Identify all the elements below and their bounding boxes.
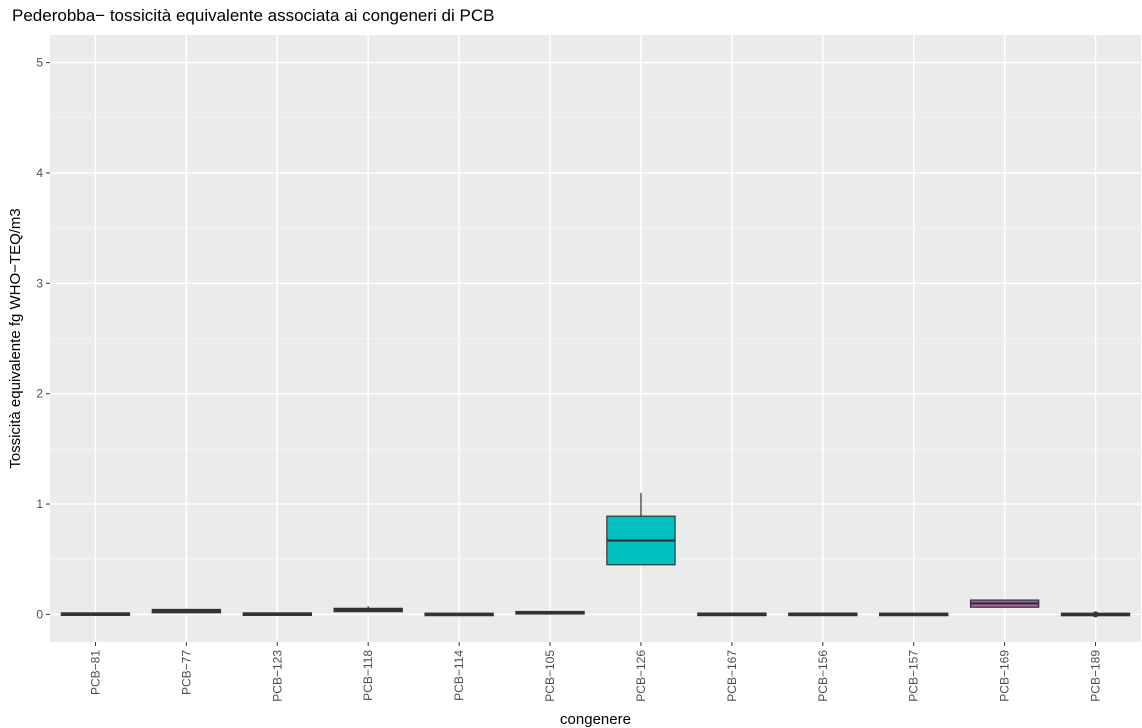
x-axis-title: congenere bbox=[560, 711, 631, 728]
box-9 bbox=[879, 612, 949, 617]
box-6 bbox=[606, 493, 676, 566]
x-tick-label: PCB−169 bbox=[998, 650, 1012, 702]
box-8 bbox=[788, 612, 858, 617]
y-tick-label: 4 bbox=[36, 166, 43, 180]
x-tick-label: PCB−118 bbox=[361, 650, 375, 701]
x-tick-label: PCB−156 bbox=[816, 650, 830, 702]
y-tick-label: 5 bbox=[36, 56, 43, 70]
box-7 bbox=[697, 612, 767, 617]
x-axis: PCB−81 PCB−77 PCB−123 PCB−118 PCB−114 PCB−105… bbox=[88, 642, 1103, 702]
box-1 bbox=[151, 608, 222, 614]
minor-gridlines bbox=[50, 117, 1141, 560]
box-2 bbox=[242, 612, 312, 616]
box-3 bbox=[333, 606, 403, 613]
y-tick-label: 0 bbox=[36, 607, 43, 621]
y-tick-label: 2 bbox=[36, 387, 43, 401]
x-tick-label: PCB−157 bbox=[907, 650, 921, 702]
boxes-layer bbox=[60, 493, 1131, 618]
y-axis-title: Tossicità equivalente fg WHO−TEQ/m3 bbox=[7, 208, 24, 469]
x-tick-label: PCB−189 bbox=[1089, 650, 1103, 702]
x-tick-label: PCB−126 bbox=[634, 650, 648, 702]
box-4 bbox=[424, 612, 494, 617]
y-axis: 0 1 2 3 4 5 bbox=[36, 56, 50, 621]
x-tick-label: PCB−105 bbox=[543, 650, 557, 702]
chart-title: Pederobba− tossicità equivalente associa… bbox=[12, 6, 494, 25]
x-tick-label: PCB−123 bbox=[270, 650, 284, 702]
x-tick-label: PCB−81 bbox=[88, 650, 102, 695]
box-11 bbox=[1060, 611, 1131, 618]
y-tick-label: 1 bbox=[36, 497, 43, 511]
box-10 bbox=[969, 599, 1040, 608]
x-tick-label: PCB−77 bbox=[179, 650, 193, 695]
x-tick-label: PCB−114 bbox=[452, 650, 466, 701]
major-gridlines bbox=[50, 35, 1141, 642]
box-5 bbox=[515, 610, 585, 615]
y-tick-label: 3 bbox=[36, 276, 43, 290]
outlier-point bbox=[1092, 611, 1099, 618]
x-tick-label: PCB−167 bbox=[725, 650, 739, 702]
box-0 bbox=[60, 612, 131, 616]
